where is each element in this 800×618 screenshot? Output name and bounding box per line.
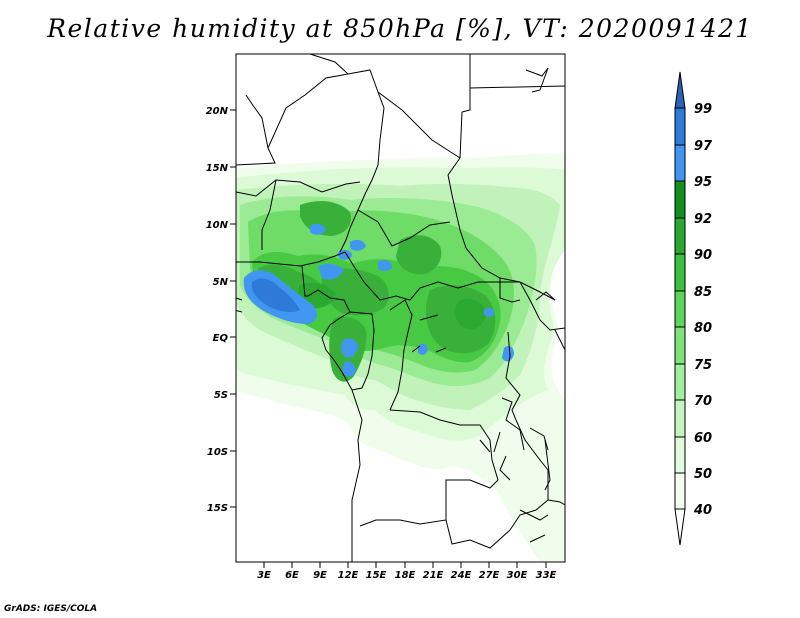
map-title: Relative humidity at 850hPa [%], VT: 202…: [47, 14, 753, 43]
colorbar-label: 85: [694, 285, 712, 300]
lat-label: 10N: [206, 220, 229, 231]
colorbar-label: 40: [693, 503, 712, 518]
colorbar-label: 90: [694, 248, 712, 263]
lat-ticks: [230, 109, 236, 508]
lat-label: 5S: [214, 390, 228, 401]
lon-label: 9E: [313, 570, 327, 581]
colorbar-label: 97: [694, 139, 713, 154]
colorbar-band: [675, 181, 685, 218]
colorbar-label: 75: [694, 358, 712, 373]
lat-label: 15N: [206, 163, 229, 174]
colorbar-label: 50: [694, 467, 712, 482]
lat-label: 5N: [213, 277, 229, 288]
lat-label: 20N: [206, 106, 229, 117]
lon-ticks: [263, 562, 547, 568]
credit-text: GrADS: IGES/COLA: [4, 604, 98, 614]
lon-label: 33E: [536, 570, 557, 581]
colorbar-band: [675, 145, 685, 181]
lon-label: 18E: [395, 570, 416, 581]
colorbar-band: [675, 254, 685, 291]
lon-label: 21E: [423, 570, 444, 581]
colorbar-band: [675, 400, 685, 437]
colorbar-band: [675, 364, 685, 400]
country-borders: [236, 54, 565, 562]
lon-label: 3E: [257, 570, 271, 581]
colorbar-band: [675, 327, 685, 364]
colorbar-bottom-arrow: [674, 508, 686, 546]
humidity-field: [236, 153, 565, 562]
lon-label: 27E: [479, 570, 500, 581]
lon-label: 12E: [338, 570, 359, 581]
colorbar-label: 80: [694, 321, 712, 336]
lon-label: 6E: [285, 570, 299, 581]
lon-label: 30E: [507, 570, 528, 581]
colorbar-label: 92: [694, 212, 712, 227]
colorbar-band: [675, 108, 685, 145]
colorbar-label: 70: [694, 394, 712, 409]
colorbar-band: [675, 291, 685, 327]
lat-label: 15S: [207, 503, 228, 514]
colorbar-band: [675, 437, 685, 473]
colorbar-label: 99: [694, 102, 712, 117]
lon-label: 24E: [451, 570, 472, 581]
colorbar: 99 97 95 92 90 85 80 75 70 60 50 40: [674, 71, 713, 546]
colorbar-band: [675, 473, 685, 509]
lon-label: 15E: [366, 570, 387, 581]
lat-label: 10S: [207, 447, 228, 458]
colorbar-band: [675, 218, 685, 254]
colorbar-label: 95: [694, 175, 712, 190]
colorbar-label: 60: [694, 431, 712, 446]
lat-label: EQ: [213, 333, 229, 344]
colorbar-top-arrow: [674, 71, 686, 109]
